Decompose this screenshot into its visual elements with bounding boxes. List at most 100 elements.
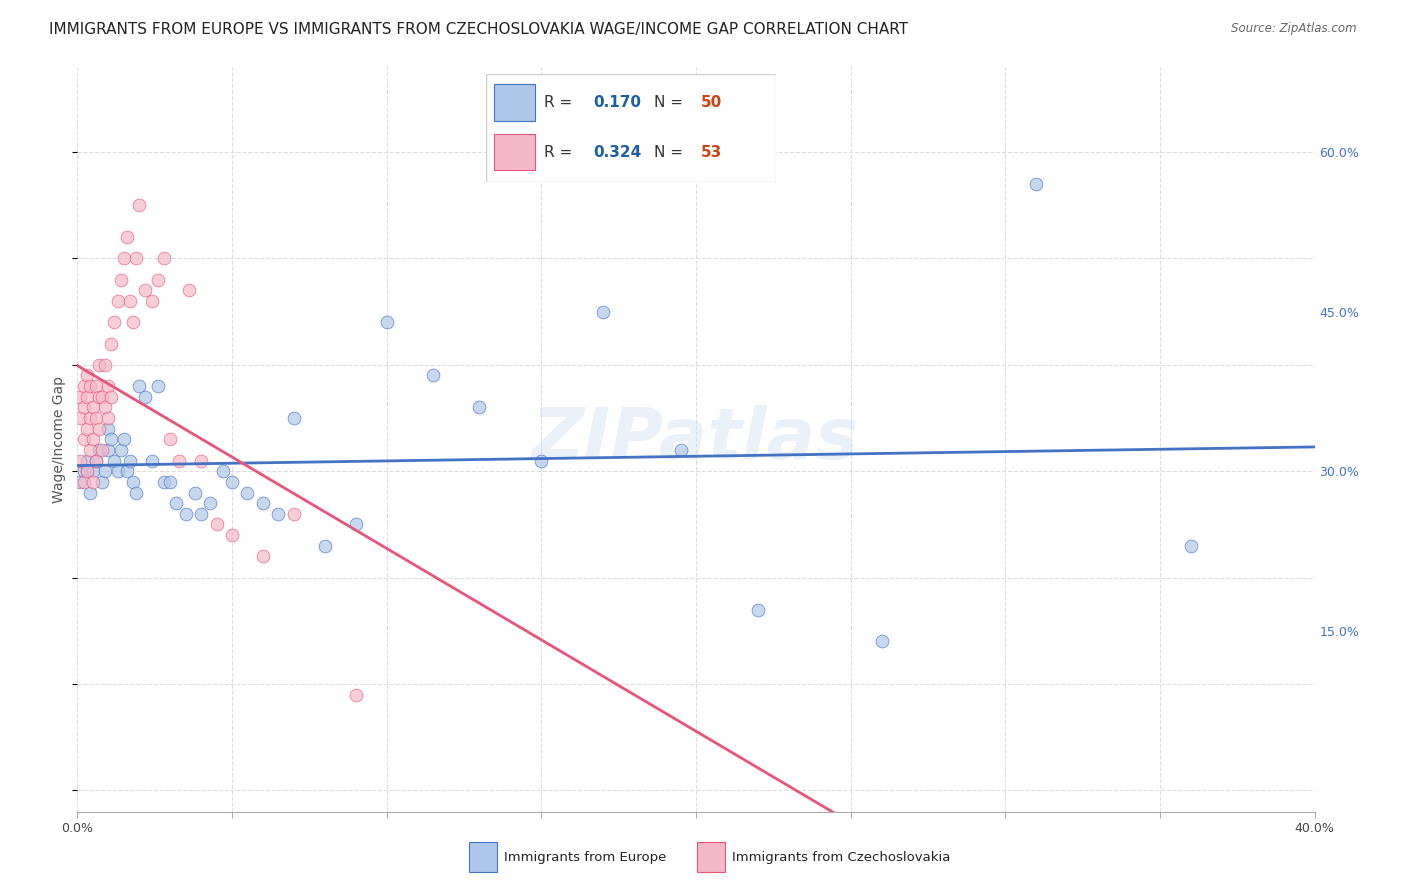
Point bbox=[79, 442, 101, 457]
Point bbox=[344, 517, 367, 532]
Point bbox=[159, 475, 181, 489]
Point bbox=[72, 475, 94, 489]
Point bbox=[72, 433, 94, 447]
Point bbox=[100, 433, 122, 447]
Point bbox=[91, 475, 114, 489]
Point bbox=[94, 401, 117, 415]
Point bbox=[82, 401, 104, 415]
Point bbox=[344, 688, 367, 702]
Point bbox=[76, 390, 98, 404]
Point bbox=[747, 602, 769, 616]
Text: Immigrants from Europe: Immigrants from Europe bbox=[505, 851, 666, 863]
Point bbox=[110, 442, 132, 457]
Point bbox=[125, 485, 148, 500]
Point bbox=[375, 315, 398, 329]
Point bbox=[125, 252, 148, 266]
Point bbox=[79, 411, 101, 425]
Point bbox=[221, 475, 243, 489]
Point bbox=[146, 379, 169, 393]
Point bbox=[205, 517, 228, 532]
Point bbox=[91, 442, 114, 457]
Point bbox=[76, 453, 98, 467]
Point bbox=[87, 442, 110, 457]
Point bbox=[169, 453, 191, 467]
Point bbox=[283, 411, 305, 425]
Point bbox=[100, 390, 122, 404]
Point bbox=[236, 485, 259, 500]
Point bbox=[221, 528, 243, 542]
Point bbox=[1180, 539, 1202, 553]
Point bbox=[69, 453, 91, 467]
Point bbox=[76, 422, 98, 436]
Point bbox=[103, 453, 125, 467]
Text: IMMIGRANTS FROM EUROPE VS IMMIGRANTS FROM CZECHOSLOVAKIA WAGE/INCOME GAP CORRELA: IMMIGRANTS FROM EUROPE VS IMMIGRANTS FRO… bbox=[49, 22, 908, 37]
Point bbox=[252, 496, 274, 510]
Point bbox=[84, 453, 107, 467]
Point bbox=[211, 464, 233, 478]
Point bbox=[422, 368, 444, 383]
FancyBboxPatch shape bbox=[470, 842, 496, 872]
Point bbox=[69, 390, 91, 404]
Point bbox=[76, 368, 98, 383]
Point bbox=[84, 453, 107, 467]
Point bbox=[112, 252, 135, 266]
Point bbox=[592, 304, 614, 318]
Point bbox=[128, 198, 150, 212]
Point bbox=[82, 433, 104, 447]
Text: Source: ZipAtlas.com: Source: ZipAtlas.com bbox=[1232, 22, 1357, 36]
Point bbox=[84, 379, 107, 393]
Point bbox=[141, 293, 163, 308]
Point bbox=[153, 252, 176, 266]
Point bbox=[94, 464, 117, 478]
Point bbox=[82, 464, 104, 478]
Point bbox=[97, 411, 120, 425]
Point bbox=[870, 634, 893, 648]
Point bbox=[146, 273, 169, 287]
Point bbox=[97, 442, 120, 457]
Point bbox=[76, 464, 98, 478]
FancyBboxPatch shape bbox=[697, 842, 724, 872]
Point bbox=[283, 507, 305, 521]
Point bbox=[200, 496, 222, 510]
Point bbox=[177, 284, 200, 298]
Point bbox=[107, 293, 129, 308]
Y-axis label: Wage/Income Gap: Wage/Income Gap bbox=[52, 376, 66, 503]
Point bbox=[118, 453, 141, 467]
Point bbox=[190, 507, 212, 521]
Point bbox=[79, 379, 101, 393]
Point bbox=[97, 379, 120, 393]
Point bbox=[112, 433, 135, 447]
Point bbox=[134, 284, 156, 298]
Point bbox=[107, 464, 129, 478]
Point bbox=[115, 464, 138, 478]
Point bbox=[153, 475, 176, 489]
Point bbox=[84, 411, 107, 425]
Point bbox=[174, 507, 197, 521]
Point bbox=[530, 453, 553, 467]
Point bbox=[165, 496, 187, 510]
Point bbox=[141, 453, 163, 467]
Point bbox=[97, 422, 120, 436]
Text: ZIPatlas: ZIPatlas bbox=[533, 405, 859, 474]
Point bbox=[122, 475, 145, 489]
Point bbox=[267, 507, 290, 521]
Point bbox=[87, 390, 110, 404]
Point bbox=[69, 475, 91, 489]
Point bbox=[72, 379, 94, 393]
Point bbox=[128, 379, 150, 393]
Text: Immigrants from Czechoslovakia: Immigrants from Czechoslovakia bbox=[733, 851, 950, 863]
Point bbox=[87, 422, 110, 436]
Point bbox=[87, 358, 110, 372]
Point bbox=[94, 358, 117, 372]
Point bbox=[669, 442, 692, 457]
Point bbox=[115, 230, 138, 244]
Point bbox=[1025, 177, 1047, 191]
Point bbox=[103, 315, 125, 329]
Point bbox=[252, 549, 274, 564]
Point bbox=[79, 485, 101, 500]
Point bbox=[159, 433, 181, 447]
Point bbox=[184, 485, 207, 500]
Point bbox=[110, 273, 132, 287]
Point bbox=[314, 539, 336, 553]
Point bbox=[134, 390, 156, 404]
